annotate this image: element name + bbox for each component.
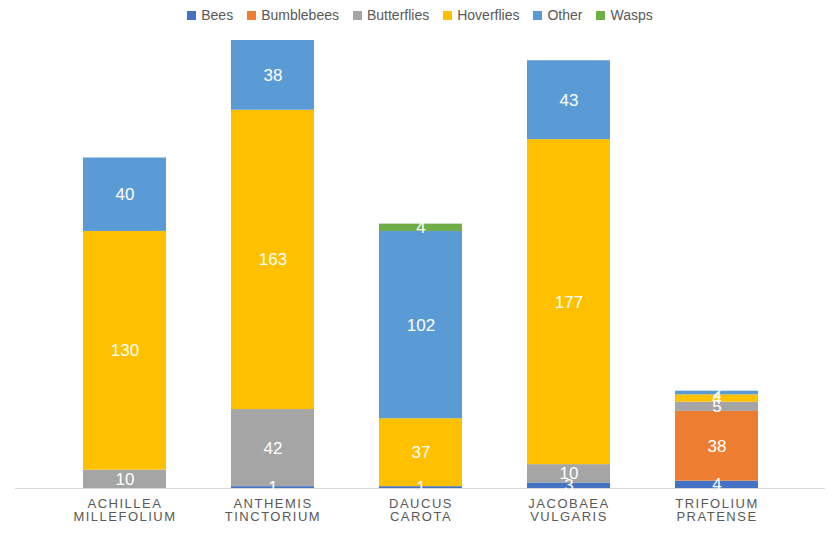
svg-text:43: 43 [560,91,579,110]
svg-text:4: 4 [416,218,425,237]
svg-text:40: 40 [116,185,135,204]
svg-text:DAUCUSCAROTA: DAUCUSCAROTA [389,496,453,524]
svg-text:ACHILLEAMILLEFOLIUM: ACHILLEAMILLEFOLIUM [73,496,176,524]
svg-text:42: 42 [264,439,283,458]
svg-text:2: 2 [712,383,721,402]
svg-text:130: 130 [111,341,139,360]
svg-text:4: 4 [712,475,721,494]
svg-text:37: 37 [412,443,431,462]
svg-text:10: 10 [560,464,579,483]
svg-text:3: 3 [564,476,574,496]
svg-text:1: 1 [268,478,277,497]
html-text:Butterflies: Butterflies [367,7,430,23]
html-text:Wasps: Wasps [610,7,653,23]
html-text:Bees: Bees [201,7,234,23]
svg-text:177: 177 [555,293,583,312]
html-text:Hoverflies: Hoverflies [457,7,520,23]
html-text:Other: Other [547,7,583,23]
svg-text:38: 38 [708,437,727,456]
svg-text:ANTHEMISTINCTORIUM: ANTHEMISTINCTORIUM [225,496,321,524]
svg-text:TRIFOLIUMPRATENSE: TRIFOLIUMPRATENSE [675,496,759,524]
svg-text:102: 102 [407,316,435,335]
svg-text:163: 163 [259,250,287,269]
svg-text:1: 1 [416,478,425,497]
svg-text:10: 10 [116,470,135,489]
html-text:Bumblebees: Bumblebees [261,7,339,23]
svg-text:38: 38 [264,66,283,85]
svg-text:JACOBAEAVULGARIS: JACOBAEAVULGARIS [528,496,609,524]
